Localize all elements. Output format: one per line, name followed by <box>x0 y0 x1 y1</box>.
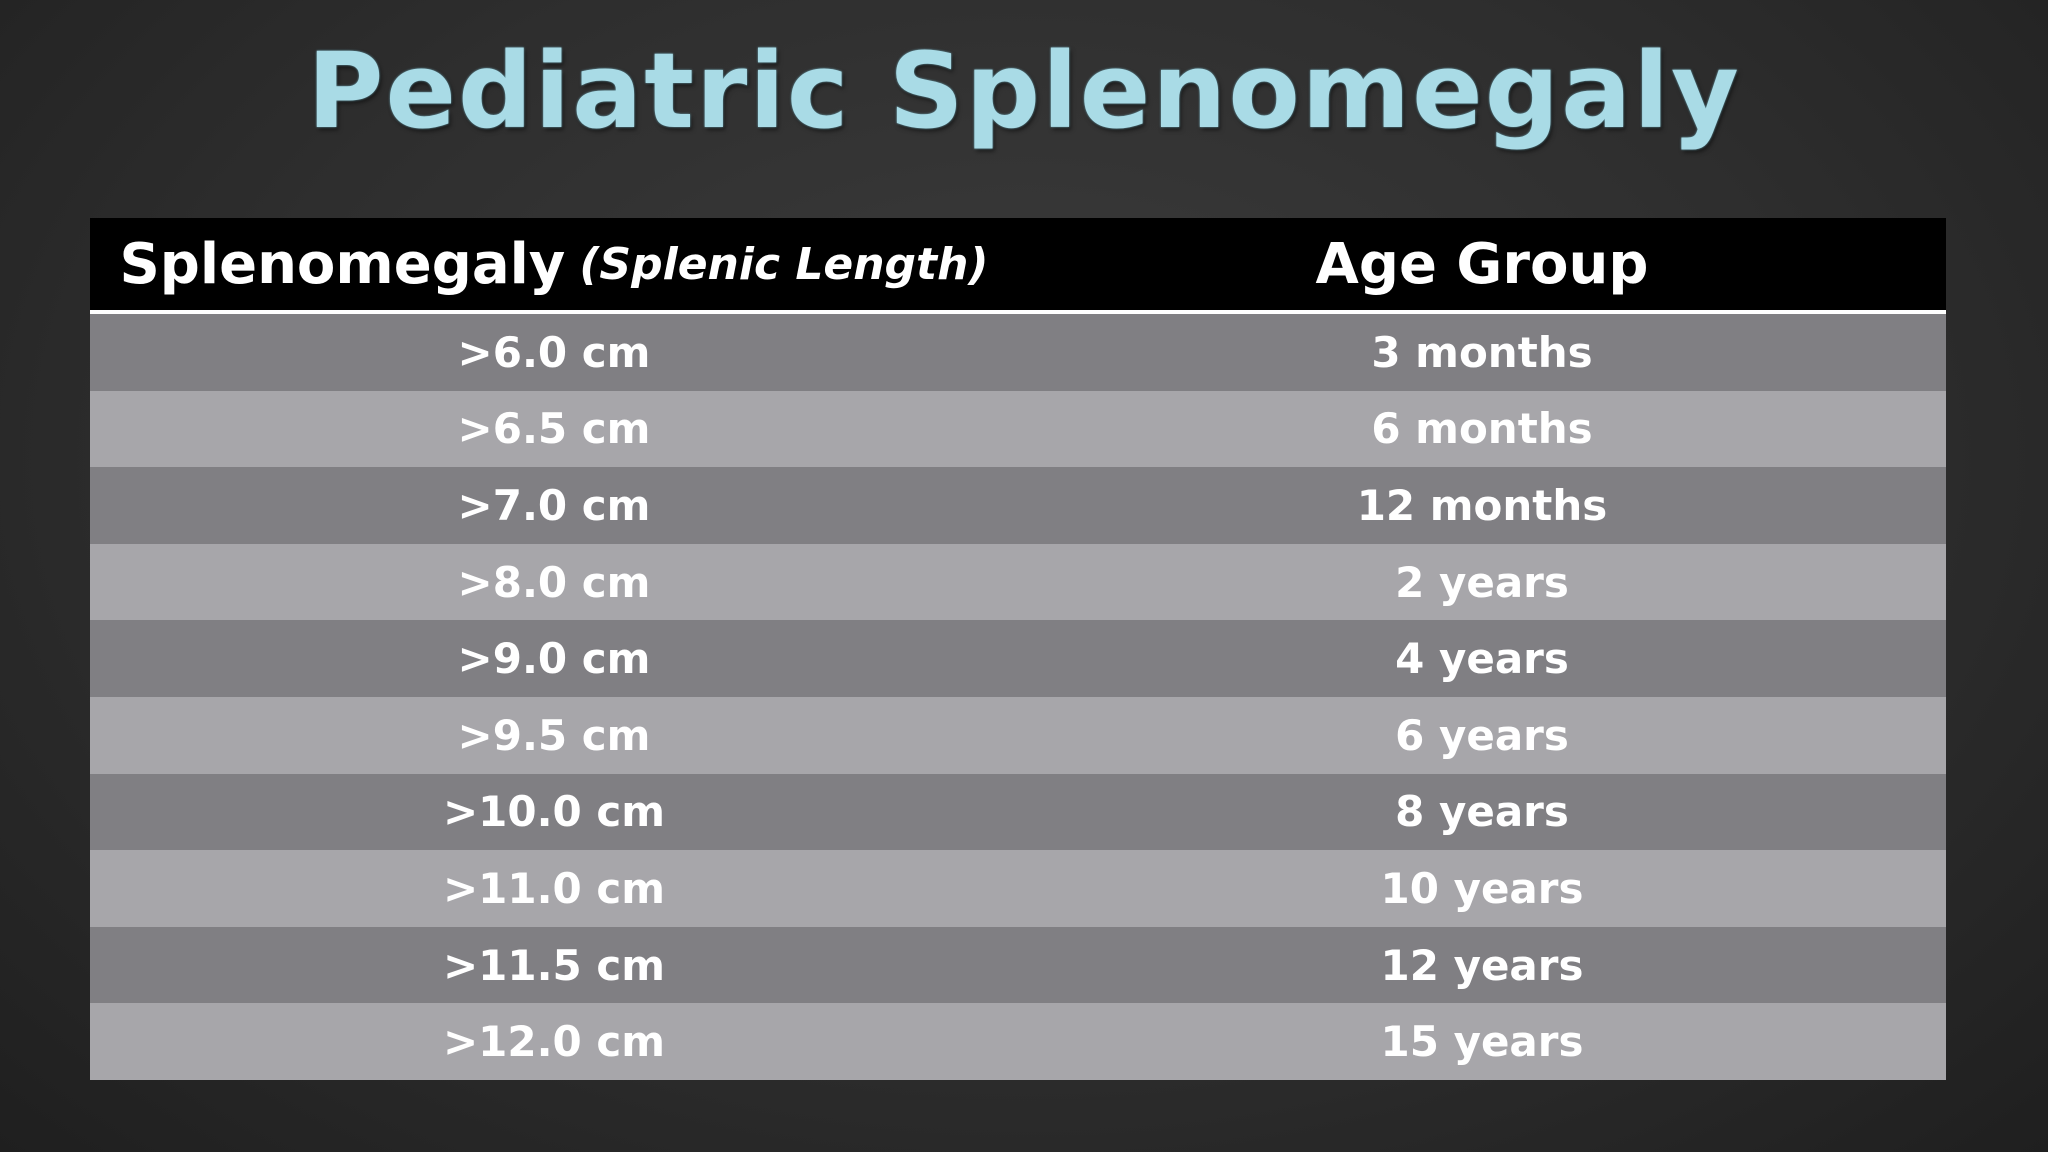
table-cell: 2 years <box>1395 557 1569 607</box>
table-cell: >6.0 cm <box>457 327 651 377</box>
table-cell: >12.0 cm <box>442 1017 666 1067</box>
table-row: >9.5 cm 6 years <box>90 696 1946 774</box>
table-row: >7.0 cm 12 months <box>90 467 1946 544</box>
table-cell: >7.0 cm <box>457 480 651 530</box>
table-cell: 6 years <box>1395 710 1569 760</box>
table-cell: 4 years <box>1395 634 1569 684</box>
table-row: >8.0 cm 2 years <box>90 543 1946 621</box>
table-cell: 10 years <box>1380 863 1584 913</box>
table-cell: 6 months <box>1371 404 1593 454</box>
table-row: >6.5 cm 6 months <box>90 390 1946 468</box>
table-cell: 12 months <box>1356 480 1608 530</box>
table-cell: 3 months <box>1371 327 1593 377</box>
table-cell: >11.5 cm <box>442 940 666 990</box>
table-cell: >11.0 cm <box>442 863 666 913</box>
table-row: >6.0 cm 3 months <box>90 314 1946 391</box>
header-text: Splenomegaly <box>119 231 566 297</box>
table-cell: >6.5 cm <box>457 404 651 454</box>
header-cell: Splenomegaly (Splenic Length) <box>90 218 1018 310</box>
table-cell: >9.0 cm <box>457 634 651 684</box>
table-row: >9.0 cm 4 years <box>90 620 1946 697</box>
table: Splenomegaly (Splenic Length) Age Group … <box>90 218 1946 1080</box>
table-row: >11.0 cm 10 years <box>90 850 1946 927</box>
header-cell: Age Group <box>1018 218 1946 310</box>
table-cell: 15 years <box>1380 1017 1584 1067</box>
table-row: >10.0 cm 8 years <box>90 773 1946 851</box>
table-cell: >10.0 cm <box>442 787 666 837</box>
table-row: >11.5 cm 12 years <box>90 926 1946 1004</box>
slide-title: Pediatric Splenomegaly <box>307 30 1741 152</box>
table-cell: 12 years <box>1380 940 1584 990</box>
table-cell: 8 years <box>1395 787 1569 837</box>
table-cell: >8.0 cm <box>457 557 651 607</box>
header-note: (Splenic Length) <box>579 238 989 290</box>
table-cell: >9.5 cm <box>457 710 651 760</box>
table-header: Splenomegaly (Splenic Length) Age Group <box>90 218 1946 314</box>
header-text: Age Group <box>1315 231 1649 297</box>
table-row: >12.0 cm 15 years <box>90 1003 1946 1080</box>
